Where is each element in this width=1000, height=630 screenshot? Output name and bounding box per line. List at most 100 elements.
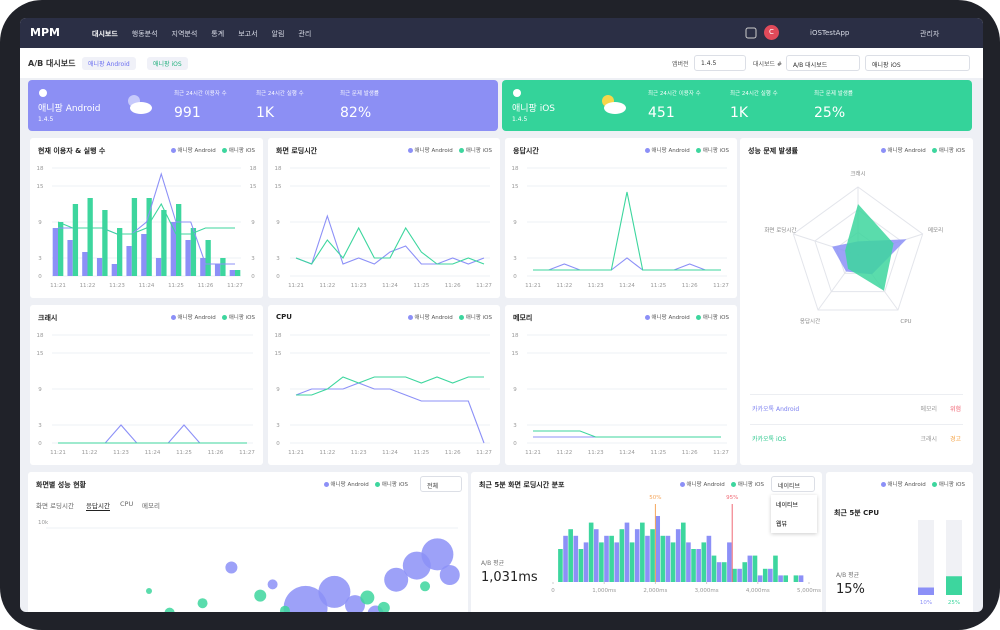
- x-tick-label: 11:25: [413, 283, 429, 289]
- app-version: 1.4.5: [38, 116, 54, 123]
- stat-label: 최근 24시간 실행 수: [730, 91, 778, 97]
- y-tick-label: 10k: [38, 520, 49, 526]
- nav-item[interactable]: 알림: [271, 30, 285, 38]
- dropdown-option[interactable]: 네이티브: [776, 502, 799, 509]
- tab[interactable]: 애니팡 iOS: [147, 57, 188, 70]
- app-select[interactable]: iOSTestApp: [810, 29, 850, 37]
- nav-item[interactable]: 지역분석: [171, 30, 198, 38]
- x-tick-label: 11:24: [139, 283, 155, 289]
- legend-label: 애니팡 iOS: [465, 315, 492, 321]
- icon[interactable]: [744, 26, 758, 40]
- legend: 애니팡 Android 애니팡 iOS: [644, 313, 729, 321]
- tab[interactable]: 응답시간: [86, 502, 110, 511]
- tab[interactable]: 메모리: [142, 502, 160, 510]
- bar: [190, 228, 197, 276]
- weather-icon: [128, 95, 152, 114]
- legend-label: 애니팡 iOS: [737, 482, 764, 488]
- x-tick-label: 5,000ms: [797, 588, 821, 594]
- bar: [161, 210, 167, 276]
- dropdown[interactable]: 전체: [420, 476, 462, 492]
- y-tick-label: 18: [37, 166, 44, 172]
- legend: 애니팡 Android 애니팡 iOS: [170, 146, 255, 154]
- histogram-bar: [588, 522, 594, 582]
- legend-swatch: [730, 482, 736, 487]
- avatar[interactable]: C: [764, 25, 779, 40]
- y-tick-label: 9: [276, 220, 280, 226]
- x-tick-label: 11:25: [168, 283, 184, 289]
- legend-swatch: [679, 482, 685, 487]
- dropdown-option[interactable]: 웹뷰: [776, 521, 788, 528]
- stat-value: 1K: [256, 105, 275, 121]
- legend-swatch: [644, 315, 650, 320]
- y2-tick-label: 3: [251, 256, 255, 262]
- bar: [170, 222, 176, 276]
- y-tick-label: 9: [513, 387, 517, 393]
- x-tick-label: 11:24: [619, 450, 635, 456]
- bubble: [197, 598, 208, 609]
- nav-item[interactable]: 보고서: [238, 30, 258, 38]
- y-tick-label: 18: [275, 333, 282, 339]
- x-tick-label: 11:27: [227, 283, 243, 289]
- y-tick-label: 18: [275, 166, 282, 172]
- user-menu[interactable]: 관리자: [920, 30, 940, 38]
- histogram-bar: [716, 562, 722, 582]
- avg-value: 1,031ms: [481, 570, 538, 585]
- x-tick-label: 11:23: [113, 450, 129, 456]
- legend-item: 애니팡 Android: [170, 313, 216, 321]
- legend-item: 애니팡 Android: [170, 146, 216, 154]
- legend-label: 애니팡 iOS: [465, 148, 492, 154]
- legend-label: 애니팡 Android: [177, 148, 216, 154]
- tab[interactable]: CPU: [120, 500, 134, 508]
- app-name: 애니팡 Android: [38, 104, 101, 114]
- histogram-bar: [737, 568, 742, 582]
- x-tick-label: 11:22: [319, 450, 335, 456]
- legend-label: 애니팡 iOS: [228, 315, 255, 321]
- dropdown[interactable]: 애니팡 iOS: [865, 55, 970, 71]
- tab[interactable]: 화면 로딩시간: [36, 502, 74, 510]
- y-tick-label: 0: [276, 274, 280, 280]
- legend-label: 애니팡 iOS: [228, 148, 255, 154]
- x-tick-label: 11:23: [588, 450, 604, 456]
- legend-item: 애니팡 iOS: [695, 313, 729, 321]
- nav-item[interactable]: 대시보드: [92, 30, 118, 38]
- histogram-bar: [793, 575, 799, 582]
- radar-grid: [814, 209, 902, 293]
- x-tick-label: 11:25: [650, 283, 666, 289]
- y-tick-label: 0: [38, 441, 42, 447]
- issue-level: 위험: [949, 406, 961, 413]
- panel: 최근 5분 화면 로딩시간 분포 애니팡 Android 애니팡 iOS 네이티브 네이…: [471, 472, 822, 612]
- y-tick-label: 3: [513, 256, 517, 262]
- legend-swatch: [880, 148, 886, 153]
- legend-item: 애니팡 iOS: [730, 480, 764, 488]
- nav-item[interactable]: 통계: [211, 30, 225, 38]
- nav-item[interactable]: 행동분석: [131, 30, 158, 38]
- x-tick-label: 11:25: [176, 450, 192, 456]
- nav-item[interactable]: 관리: [298, 30, 312, 38]
- bubble: [360, 590, 375, 605]
- histogram-bar: [629, 542, 635, 582]
- histogram-bar: [783, 575, 789, 582]
- y-tick-label: 18: [512, 333, 519, 339]
- bubble: [283, 585, 328, 612]
- legend-item: 애니팡 Android: [679, 480, 725, 488]
- avg-value: 15%: [836, 582, 865, 597]
- dropdown[interactable]: 1.4.5: [694, 55, 746, 71]
- x-tick-label: 11:27: [239, 450, 255, 456]
- tab[interactable]: 애니팡 Android: [82, 57, 136, 70]
- y-tick-label: 0: [513, 441, 517, 447]
- legend-swatch: [407, 148, 413, 153]
- histogram-bar: [686, 542, 691, 582]
- panel-title: 성능 문제 발생률: [748, 147, 798, 155]
- legend-label: 애니팡 iOS: [702, 148, 729, 154]
- panel-title: 화면 로딩시간: [276, 147, 318, 155]
- bar: [176, 204, 182, 276]
- bubble: [345, 595, 365, 612]
- x-tick-label: 11:26: [198, 283, 214, 289]
- x-tick-label: 11:24: [619, 283, 635, 289]
- legend: 애니팡 Android 애니팡 iOS: [644, 146, 729, 154]
- legend-label: 애니팡 Android: [887, 482, 926, 488]
- dropdown[interactable]: A/B 대시보드: [786, 55, 860, 71]
- dropdown[interactable]: 네이티브: [771, 476, 815, 492]
- legend: 애니팡 Android 애니팡 iOS: [880, 480, 965, 488]
- legend-item: 애니팡 iOS: [374, 480, 408, 488]
